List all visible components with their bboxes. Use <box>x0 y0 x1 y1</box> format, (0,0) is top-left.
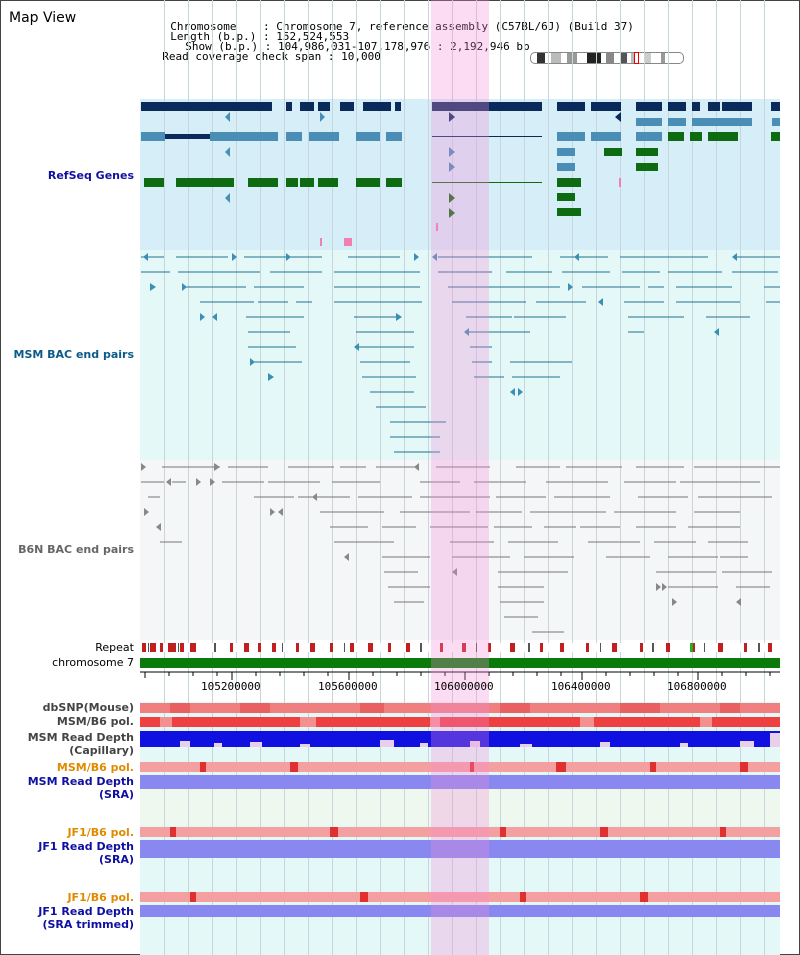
chromosome-value: Chromosome 7, reference assembly (C57BL/… <box>276 20 634 33</box>
track-label-msm-depth-sra-sub: (SRA) <box>99 788 134 801</box>
track-label-chromosome: chromosome 7 <box>52 656 134 669</box>
track-label-dbsnp: dbSNP(Mouse) <box>42 701 134 714</box>
ruler-tick-label: 105600000 <box>318 680 378 693</box>
jf1-depth-sra-bar <box>140 840 780 858</box>
track-label-jf1-b6-pol-2: JF1/B6 pol. <box>67 891 134 904</box>
highlighted-region <box>431 0 489 955</box>
page-title: Map View <box>9 10 77 26</box>
track-label-jf1-b6-pol: JF1/B6 pol. <box>67 826 134 839</box>
track-label-msm-depth-capillary-sub: (Capillary) <box>69 744 134 757</box>
refseq-row-7 <box>225 193 575 203</box>
b6n-bac-track-area[interactable] <box>140 460 780 640</box>
chromosome-label: Chromosome <box>170 20 237 33</box>
chromosome-ideogram[interactable] <box>530 52 684 64</box>
refseq-row-5 <box>449 162 658 172</box>
track-label-msm-b6-pol: MSM/B6 pol. <box>56 715 134 728</box>
refseq-row-6 <box>144 178 621 187</box>
track-label-msm-b6-pol-2: MSM/B6 pol. <box>56 761 134 774</box>
jf1-b6-pol-strip-2 <box>140 892 780 902</box>
refseq-row-1 <box>141 102 780 111</box>
coverage-label: Read coverage check span <box>162 50 322 63</box>
refseq-row-3 <box>141 132 780 141</box>
refseq-row-4 <box>225 147 658 157</box>
msm-b6-pol-strip-1 <box>140 717 780 727</box>
ruler-tick-label: 106800000 <box>667 680 727 693</box>
track-label-repeat: Repeat <box>95 641 134 654</box>
refseq-row-8 <box>320 208 581 246</box>
ruler <box>140 671 780 680</box>
msm-bac-arrows <box>143 253 737 396</box>
track-label-msm-depth-sra: MSM Read Depth <box>27 775 134 788</box>
jf1-depth-trim-bar <box>140 905 780 917</box>
chromosome-bar <box>140 658 780 668</box>
track-label-msm-bac[interactable]: MSM BAC end pairs <box>13 348 134 361</box>
track-label-b6n-bac[interactable]: B6N BAC end pairs <box>18 543 134 556</box>
show-label: Show (b.p.) <box>185 40 259 53</box>
ruler-tick-label: 106000000 <box>434 680 494 693</box>
ruler-tick-label: 105200000 <box>201 680 261 693</box>
dbsnp-strip <box>140 703 780 713</box>
msm-bac-pairs <box>141 256 780 453</box>
jf1-b6-pol-strip-1 <box>140 827 780 837</box>
show-value: 104,986,031-107,178,976 : 2,192,946 bp <box>277 40 530 53</box>
b6n-bac-pairs <box>141 466 780 633</box>
repeat-track <box>140 643 780 652</box>
ideogram-position-marker <box>634 52 639 64</box>
msm-depth-capillary <box>140 731 780 747</box>
chromosome-info-row: Chromosome : Chromosome 7, reference ass… <box>170 20 634 33</box>
track-label-jf1-depth-sra: JF1 Read Depth <box>38 840 134 853</box>
refseq-row-2 <box>225 112 780 126</box>
coverage-value: 10,000 <box>341 50 381 63</box>
length-value: 152,524,553 <box>276 30 350 43</box>
track-label-jf1-depth-trim: JF1 Read Depth <box>38 905 134 918</box>
msm-b6-pol-strip-2 <box>140 762 780 772</box>
coverage-info-row: Read coverage check span : 10,000 <box>162 50 381 63</box>
track-label-jf1-depth-trim-sub: (SRA trimmed) <box>42 918 134 931</box>
track-label-refseq[interactable]: RefSeq Genes <box>47 169 134 182</box>
show-info-row: Show (b.p.) : 104,986,031-107,178,976 : … <box>185 40 530 53</box>
track-label-jf1-depth-sra-sub: (SRA) <box>99 853 134 866</box>
ruler-tick-label: 106400000 <box>551 680 611 693</box>
msm-depth-sra-bar <box>140 775 780 789</box>
b6n-bac-arrows <box>141 463 741 606</box>
track-label-msm-depth-capillary: MSM Read Depth <box>27 731 134 744</box>
msm-bac-track-area[interactable] <box>140 250 780 460</box>
